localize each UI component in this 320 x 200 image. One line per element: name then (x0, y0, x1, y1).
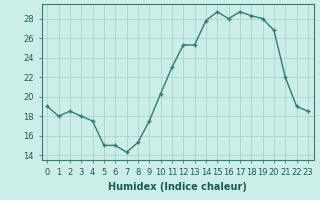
X-axis label: Humidex (Indice chaleur): Humidex (Indice chaleur) (108, 182, 247, 192)
